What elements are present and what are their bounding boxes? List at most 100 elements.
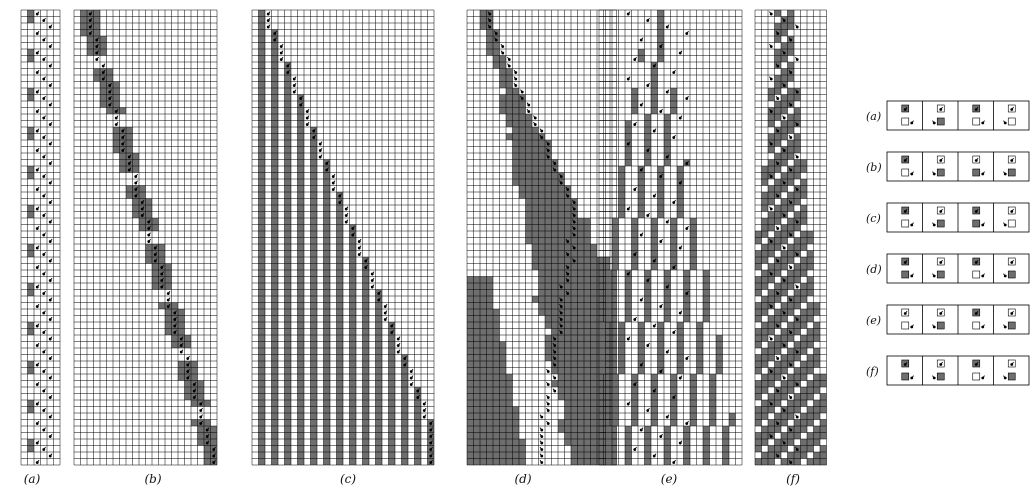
grid-cell [590,257,597,264]
grid-cell [310,315,317,322]
grid-cell [284,146,291,153]
grid-cell [197,393,204,400]
grid-cell [664,309,671,316]
grid-cell [545,341,552,348]
grid-cell [651,406,658,413]
grid-cell [258,192,265,199]
grid-cell [258,458,265,465]
grid-cell [545,263,552,270]
grid-cell [375,432,382,439]
grid-cell [618,341,625,348]
grid-cell [271,120,278,127]
grid-cell [100,36,107,43]
grid-cell [787,380,794,387]
arrow-head-icon [140,212,145,217]
grid-cell [480,367,487,374]
grid-cell [545,166,552,173]
grid-cell [271,49,278,56]
grid-cell [284,283,291,290]
arrow-head-icon [769,433,773,438]
grid-cell [258,406,265,413]
grid-cell [271,198,278,205]
grid-cell [493,328,500,335]
grid-cell [558,335,565,342]
grid-cell [774,393,781,400]
arrow-head-icon [48,102,53,107]
arrow-head-icon [788,394,793,399]
grid-cell [284,172,291,179]
grid-cell [480,374,487,381]
grid-cell [558,348,565,355]
grid-cell [323,237,330,244]
grid-cell [545,250,552,257]
grid-cell [486,445,493,452]
grid-cell [584,237,591,244]
grid-cell [800,367,807,374]
grid-cell [375,354,382,361]
grid-cell [258,133,265,140]
grid-cell [612,257,619,264]
grid-cell [499,452,506,459]
grid-cell [603,257,610,264]
grid-cell [297,348,304,355]
grid-cell [709,400,716,407]
grid-cell [564,302,571,309]
arrow-head-icon [42,349,46,354]
grid-cell [310,380,317,387]
grid-cell [683,445,690,452]
grid-cell [126,140,133,147]
grid-cell [577,341,584,348]
grid-cell [480,309,487,316]
grid-cell [27,367,34,374]
grid-cell [271,419,278,426]
grid-cell [768,224,775,231]
grid-cell [781,120,788,127]
grid-cell [493,452,500,459]
arrow-head-icon [205,440,210,445]
grid-cell [774,270,781,277]
grid-cell [336,263,343,270]
grid-cell [258,231,265,238]
grid-cell [486,432,493,439]
grid-cell [375,458,382,465]
grid-cell [258,153,265,160]
grid-cell [590,458,597,465]
arrow-head-icon [665,89,670,94]
grid-cell [538,185,545,192]
arrow-head-icon [48,24,53,29]
grid-cell [768,380,775,387]
grid-cell [774,133,781,140]
grid-cell [631,263,638,270]
grid-cell [532,218,539,225]
grid-cell [297,458,304,465]
grid-cell [512,120,519,127]
grid-cell [610,445,617,452]
arrow-head-icon [782,17,786,22]
grid-cell [590,309,597,316]
grid-cell [690,419,697,426]
arrow-head-icon [1010,310,1014,315]
grid-cell [610,315,617,322]
arrow-head-icon [422,407,427,412]
grid-cell [493,406,500,413]
grid-cell [310,205,317,212]
arrow-head-icon [266,11,271,16]
grid-cell [768,452,775,459]
grid-cell [126,185,133,192]
arrow-head-icon [127,154,132,159]
grid-cell [590,296,597,303]
grid-cell [473,426,480,433]
grid-cell [590,244,597,251]
grid-cell [664,432,671,439]
grid-cell [800,452,807,459]
grid-cell [618,328,625,335]
grid-cell [571,237,578,244]
grid-cell [323,406,330,413]
grid-cell [813,322,820,329]
grid-cell [774,400,781,407]
grid-cell [800,205,807,212]
grid-cell [638,354,645,361]
arrow-head-icon [788,102,793,107]
grid-cell [473,341,480,348]
grid-cell [519,172,526,179]
